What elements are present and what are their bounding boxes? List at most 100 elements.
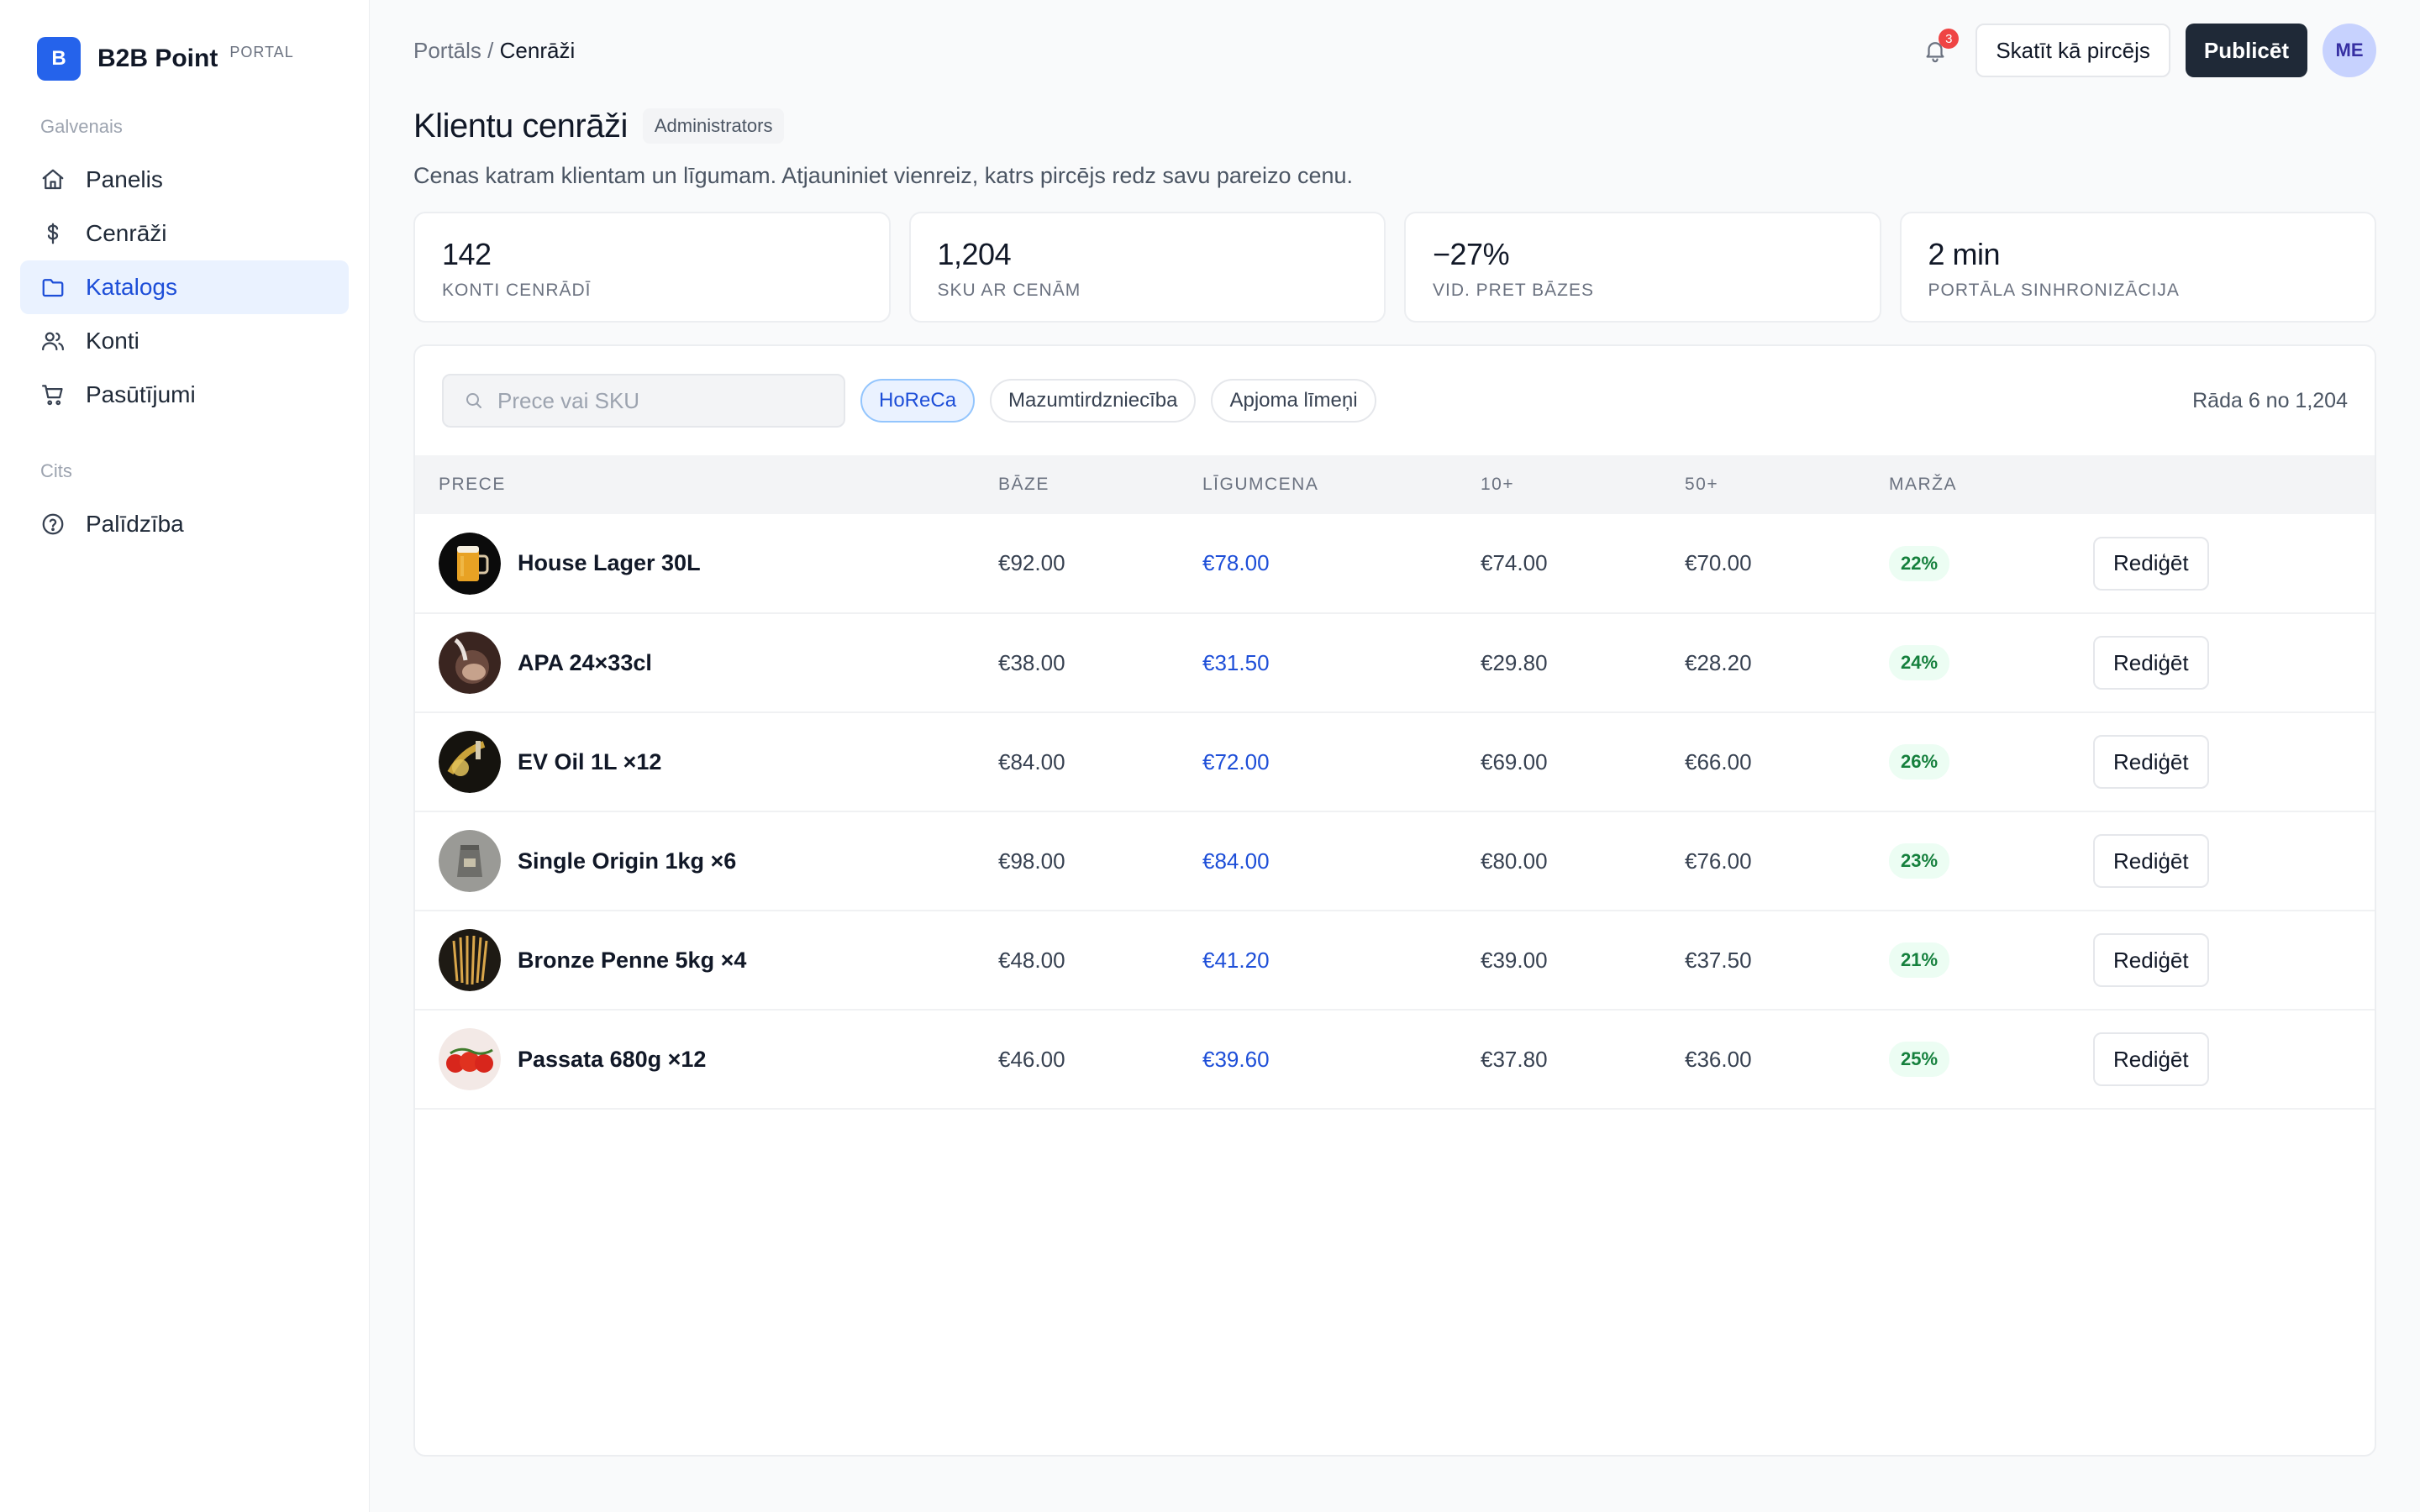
sidebar-item-label: Katalogs (86, 274, 177, 300)
publish-button[interactable]: Publicēt (2185, 24, 2307, 77)
contract-price: €41.20 (1202, 947, 1270, 973)
product-name: EV Oil 1L ×12 (518, 748, 662, 774)
stat-value: −27% (1433, 237, 1510, 271)
notifications-button[interactable]: 3 (1917, 29, 1960, 69)
sidebar-item-panelis[interactable]: Panelis (20, 153, 349, 207)
dollar-icon (47, 223, 59, 244)
product-name: Single Origin 1kg ×6 (518, 848, 737, 874)
filter-chip-volume-tiers[interactable]: Apjoma līmeņi (1211, 379, 1376, 423)
results-count: Rāda 6 no 1,204 (2192, 388, 2348, 412)
edit-button[interactable]: Rediģēt (2093, 933, 2209, 987)
stat-card-accounts: 142 Konti cenrādī (413, 212, 891, 323)
sidebar-item-pasutijumi[interactable]: Pasūtījumi (20, 368, 349, 422)
tier-50-price: €76.00 (1685, 848, 1752, 874)
pasta-image (439, 929, 501, 991)
brand-name: B2B Point (97, 45, 218, 72)
margin-badge: 24% (1889, 645, 1950, 680)
sidebar-item-konti[interactable]: Konti (20, 314, 349, 368)
price-table: Prece Bāze Līgumcena 10+ 50+ Marža (415, 455, 2375, 1110)
margin-badge: 23% (1889, 843, 1950, 879)
column-header-tier-10[interactable]: 10+ (1481, 475, 1515, 494)
column-header-product[interactable]: Prece (439, 475, 506, 494)
column-header-tier-50[interactable]: 50+ (1685, 475, 1719, 494)
stats-row: 142 Konti cenrādī 1,204 SKU ar cenām −27… (413, 212, 2376, 323)
stat-label: Konti cenrādī (442, 281, 592, 300)
base-price: €92.00 (998, 550, 1065, 575)
top-actions: 3 Skatīt kā pircējs Publicēt ME (1917, 24, 2376, 77)
product-cell: Bronze Penne 5kg ×4 (439, 929, 998, 991)
stat-label: Vid. pret bāzes (1433, 281, 1594, 300)
coffee-bag-image (439, 830, 501, 892)
base-price: €46.00 (998, 1046, 1065, 1072)
stat-card-avg-discount: −27% Vid. pret bāzes (1404, 212, 1881, 323)
sidebar-item-label: Konti (86, 328, 139, 354)
tier-10-price: €69.00 (1481, 748, 1548, 774)
brand[interactable]: B B2B Point PORTAL (20, 37, 349, 81)
tier-10-price: €29.80 (1481, 649, 1548, 675)
brand-tag: PORTAL (229, 43, 294, 60)
tomato-image (439, 1028, 501, 1090)
main-content: Portāls / Cenrāži 3 Skatīt kā pircējs Pu… (370, 0, 2420, 1512)
edit-button[interactable]: Rediģēt (2093, 536, 2209, 591)
contract-price: €72.00 (1202, 748, 1270, 774)
breadcrumb-root[interactable]: Portāls (413, 37, 481, 63)
table-row[interactable]: EV Oil 1L ×12 €84.00 €72.00 €69.00 €66.0… (415, 712, 2375, 811)
sidebar-item-label: Cenrāži (86, 220, 167, 246)
margin-badge: 21% (1889, 942, 1950, 978)
table-row[interactable]: House Lager 30L €92.00 €78.00 €74.00 €70… (415, 514, 2375, 613)
table-row[interactable]: APA 24×33cl €38.00 €31.50 €29.80 €28.20 … (415, 613, 2375, 712)
sidebar-item-label: Palīdzība (86, 511, 184, 537)
edit-button[interactable]: Rediģēt (2093, 1032, 2209, 1086)
tier-10-price: €37.80 (1481, 1046, 1548, 1072)
margin-badge: 22% (1889, 545, 1950, 581)
tier-10-price: €80.00 (1481, 848, 1548, 874)
base-price: €84.00 (998, 748, 1065, 774)
breadcrumb-separator: / (487, 37, 494, 63)
edit-button[interactable]: Rediģēt (2093, 834, 2209, 888)
stat-card-sync: 2 min Portāla sinhronizācija (1899, 212, 2376, 323)
title-row: Klientu cenrāži Administrators (413, 102, 2376, 150)
filter-chip-retail[interactable]: Mazumtirdzniecība (990, 379, 1197, 423)
tier-50-price: €70.00 (1685, 550, 1752, 575)
search-icon (466, 393, 481, 408)
search-input[interactable] (497, 387, 834, 414)
product-name: Passata 680g ×12 (518, 1046, 707, 1072)
stat-value: 142 (442, 237, 492, 271)
view-as-buyer-button[interactable]: Skatīt kā pircējs (1975, 24, 2170, 77)
column-header-base[interactable]: Bāze (998, 475, 1050, 494)
stat-value: 1,204 (937, 237, 1012, 271)
sidebar-item-palidziba[interactable]: Palīdzība (20, 497, 349, 551)
filter-chip-horeca[interactable]: HoReCa (860, 379, 976, 423)
page-subtitle: Cenas katram klientam un līgumam. Atjaun… (413, 163, 1354, 188)
product-cell: EV Oil 1L ×12 (439, 731, 998, 793)
edit-button[interactable]: Rediģēt (2093, 735, 2209, 789)
product-name: House Lager 30L (518, 550, 701, 575)
home-icon (42, 169, 64, 190)
tap-image (439, 632, 501, 694)
tier-50-price: €28.20 (1685, 649, 1752, 675)
product-cell: Passata 680g ×12 (439, 1028, 998, 1090)
sidebar-item-label: Pasūtījumi (86, 381, 196, 407)
oil-image (439, 731, 501, 793)
table-row[interactable]: Bronze Penne 5kg ×4 €48.00 €41.20 €39.00… (415, 911, 2375, 1010)
contract-price: €31.50 (1202, 649, 1270, 675)
page-title: Klientu cenrāži (413, 107, 628, 144)
filter-chips: HoReCa Mazumtirdzniecība Apjoma līmeņi (860, 379, 1376, 423)
breadcrumb-current: Cenrāži (499, 37, 576, 63)
contract-price: €39.60 (1202, 1046, 1270, 1072)
beer-image (439, 532, 501, 595)
table-row[interactable]: Passata 680g ×12 €46.00 €39.60 €37.80 €3… (415, 1010, 2375, 1109)
sidebar-item-label: Panelis (86, 166, 163, 192)
product-cell: Single Origin 1kg ×6 (439, 830, 998, 892)
edit-button[interactable]: Rediģēt (2093, 636, 2209, 690)
nav-section-main: Galvenais (40, 116, 123, 137)
product-name: APA 24×33cl (518, 649, 652, 675)
table-row[interactable]: Single Origin 1kg ×6 €98.00 €84.00 €80.0… (415, 811, 2375, 911)
search-box[interactable] (442, 374, 845, 428)
avatar[interactable]: ME (2323, 24, 2376, 77)
cart-icon (42, 385, 63, 406)
column-header-contract[interactable]: Līgumcena (1202, 475, 1319, 494)
sidebar-item-katalogs[interactable]: Katalogs (20, 260, 349, 314)
sidebar-item-cenrazi[interactable]: Cenrāži (20, 207, 349, 260)
column-header-margin[interactable]: Marža (1889, 475, 1957, 494)
